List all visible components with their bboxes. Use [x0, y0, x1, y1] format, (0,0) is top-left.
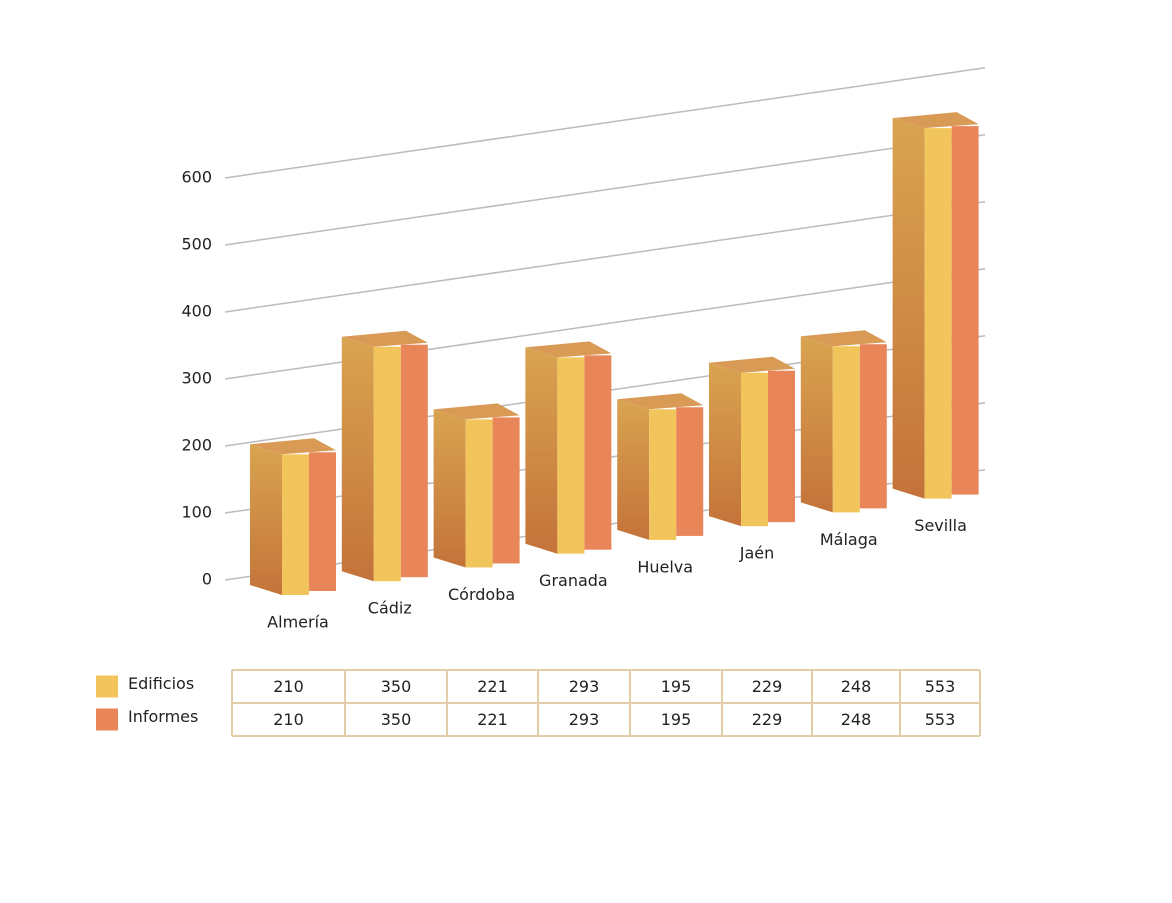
bar-side: [525, 347, 558, 554]
x-tick-label: Jaén: [739, 544, 775, 563]
table-cell: 293: [569, 677, 600, 696]
x-tick-label: Granada: [539, 571, 608, 590]
bar: [649, 409, 677, 540]
table-cell: 248: [841, 677, 872, 696]
bar-side: [709, 362, 741, 527]
legend-label: Informes: [128, 707, 198, 726]
bar: [309, 452, 336, 591]
legend-label: Edificios: [128, 674, 194, 693]
bar: [951, 126, 979, 495]
y-tick-label: 400: [181, 302, 212, 321]
legend-swatch: [96, 708, 118, 731]
bar: [373, 346, 401, 582]
y-tick-label: 0: [202, 570, 212, 589]
y-tick-label: 500: [181, 235, 212, 254]
bar-top: [525, 341, 612, 358]
x-tick-label: Almería: [267, 613, 329, 632]
legend-swatch: [96, 675, 118, 698]
x-tick-label: Córdoba: [448, 585, 515, 604]
table-cell: 210: [273, 710, 304, 729]
bar-side: [341, 336, 374, 582]
bar-top: [892, 112, 979, 129]
table-cell: 221: [477, 677, 508, 696]
grid-line: [224, 67, 986, 179]
bar: [492, 417, 520, 564]
bar-top: [250, 438, 336, 455]
data-table: Edificios 210 350 221 293 195 229 248 553 Informe…: [96, 669, 981, 737]
table-cell: 229: [752, 677, 783, 696]
x-tick-label: Cádiz: [368, 599, 412, 618]
bar-side: [892, 118, 925, 499]
table-cell: 221: [477, 710, 508, 729]
bar-side: [250, 444, 282, 595]
x-tick-label: Huelva: [637, 557, 693, 576]
bar: [584, 355, 612, 550]
bar-top: [800, 330, 887, 347]
x-tick-label: Sevilla: [914, 516, 967, 535]
bar: [768, 370, 795, 523]
bar: [400, 344, 428, 578]
y-tick-label: 100: [181, 503, 212, 522]
bar: [859, 344, 887, 509]
table-cell: 553: [925, 710, 956, 729]
y-tick-label: 200: [181, 436, 212, 455]
table-cell: 248: [841, 710, 872, 729]
grid-line: [224, 134, 986, 246]
bar: [465, 419, 493, 568]
bar-top: [433, 403, 520, 420]
bar-side: [617, 399, 650, 540]
bar-top: [341, 330, 428, 347]
bars: Almería Cádiz Córdoba Granada Huelva Jaén Mála…: [250, 112, 979, 632]
table-cell: 553: [925, 677, 956, 696]
bar: [832, 346, 860, 513]
y-tick-label: 600: [181, 168, 212, 187]
table-cell: 210: [273, 677, 304, 696]
table-cell: 229: [752, 710, 783, 729]
bar: [924, 128, 952, 499]
table-cell: 350: [381, 710, 412, 729]
bar-side: [433, 409, 466, 568]
bar: [557, 357, 585, 554]
table-cell: 350: [381, 677, 412, 696]
bar-side: [800, 336, 833, 513]
bar-top: [617, 393, 704, 410]
bar: [282, 454, 309, 595]
table-cell: 195: [661, 710, 692, 729]
bar: [676, 407, 704, 536]
y-tick-label: 300: [181, 369, 212, 388]
grid-line: [224, 201, 986, 313]
bar: [741, 372, 768, 527]
x-tick-label: Málaga: [820, 530, 878, 549]
bar-top: [709, 356, 795, 373]
table-cell: 195: [661, 677, 692, 696]
table-cell: 293: [569, 710, 600, 729]
